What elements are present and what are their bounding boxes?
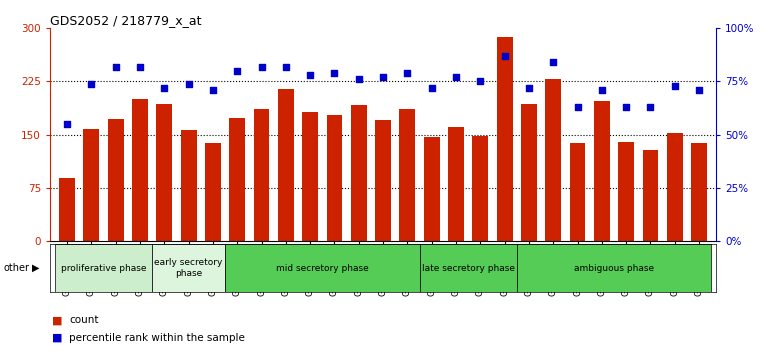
Point: [256, 64, 268, 69]
Point: [182, 81, 195, 86]
Bar: [400, 109, 415, 241]
Bar: [643, 150, 658, 241]
Point: [231, 68, 243, 74]
Bar: [225, 244, 420, 292]
Point: [571, 104, 584, 110]
Point: [207, 87, 219, 93]
Point: [328, 70, 340, 76]
Bar: [253, 109, 270, 241]
Point: [304, 72, 316, 78]
Bar: [152, 244, 225, 292]
Point: [158, 85, 170, 91]
Point: [401, 70, 413, 76]
Bar: [375, 120, 391, 241]
Bar: [545, 79, 561, 241]
Point: [693, 87, 705, 93]
Point: [644, 104, 657, 110]
Bar: [303, 112, 318, 241]
Point: [498, 53, 511, 59]
Bar: [691, 143, 707, 241]
Point: [668, 83, 681, 88]
Bar: [497, 37, 513, 241]
Bar: [521, 104, 537, 241]
Bar: [667, 133, 683, 241]
Point: [61, 121, 73, 127]
Point: [109, 64, 122, 69]
Point: [547, 59, 559, 65]
Bar: [351, 105, 367, 241]
Bar: [278, 88, 293, 241]
Text: other: other: [4, 263, 30, 273]
Bar: [448, 127, 464, 241]
Bar: [420, 244, 517, 292]
Point: [377, 74, 390, 80]
Bar: [83, 129, 99, 241]
Point: [353, 76, 365, 82]
Bar: [517, 244, 711, 292]
Bar: [59, 178, 75, 241]
Point: [474, 79, 487, 84]
Text: ▶: ▶: [32, 263, 40, 273]
Bar: [594, 101, 610, 241]
Point: [426, 85, 438, 91]
Bar: [618, 142, 634, 241]
Text: percentile rank within the sample: percentile rank within the sample: [69, 333, 245, 343]
Text: early secretory
phase: early secretory phase: [155, 258, 223, 278]
Text: late secretory phase: late secretory phase: [422, 264, 514, 273]
Text: count: count: [69, 315, 99, 325]
Text: ■: ■: [52, 333, 63, 343]
Text: mid secretory phase: mid secretory phase: [276, 264, 369, 273]
Point: [85, 81, 98, 86]
Point: [523, 85, 535, 91]
Point: [280, 64, 292, 69]
Bar: [205, 143, 221, 241]
Point: [134, 64, 146, 69]
Bar: [156, 104, 172, 241]
Point: [450, 74, 462, 80]
Bar: [132, 99, 148, 241]
Bar: [473, 136, 488, 241]
Bar: [55, 244, 152, 292]
Bar: [326, 115, 343, 241]
Bar: [229, 118, 245, 241]
Bar: [424, 137, 440, 241]
Text: ■: ■: [52, 315, 63, 325]
Bar: [570, 143, 585, 241]
Bar: [108, 119, 123, 241]
Point: [620, 104, 632, 110]
Text: proliferative phase: proliferative phase: [61, 264, 146, 273]
Bar: [181, 130, 196, 241]
Point: [596, 87, 608, 93]
Text: ambiguous phase: ambiguous phase: [574, 264, 654, 273]
Text: GDS2052 / 218779_x_at: GDS2052 / 218779_x_at: [50, 14, 202, 27]
